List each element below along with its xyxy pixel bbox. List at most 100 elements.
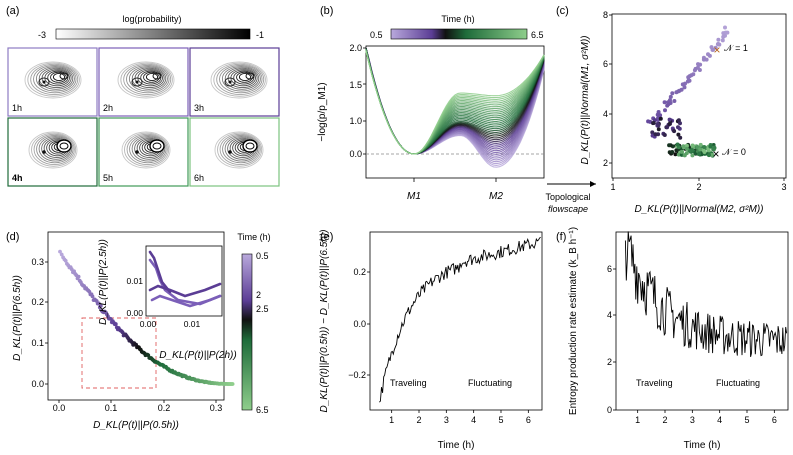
panel-e-xtick: 4 bbox=[471, 415, 476, 425]
panel-f-xlabel: Time (h) bbox=[684, 440, 721, 451]
panel-b-xtick-m2: M2 bbox=[489, 191, 503, 202]
panel-c-point bbox=[663, 108, 667, 113]
panel-c-point bbox=[723, 25, 727, 30]
panel-c-point bbox=[653, 132, 658, 137]
panel-b-xtick-m1: M1 bbox=[407, 191, 421, 202]
panel-f-series-line bbox=[624, 231, 788, 358]
panel-d-xtick-0.0: 0.0 bbox=[53, 403, 66, 413]
panel-c-point bbox=[680, 82, 685, 87]
panel-d-points bbox=[58, 249, 235, 386]
panel-c-point bbox=[684, 143, 689, 148]
panel-c-point bbox=[698, 142, 703, 147]
panel-f-label: (f) bbox=[556, 231, 566, 243]
colorbar-tick-2.5: 2.5 bbox=[256, 304, 269, 314]
panel-d-point bbox=[63, 258, 68, 263]
panel-c-marker-n0: 𝒩 = 0 bbox=[722, 147, 746, 157]
panel-c-point bbox=[707, 53, 712, 58]
panel-d-colorbar bbox=[241, 253, 253, 411]
panel-c-point bbox=[713, 45, 718, 50]
panel-d-zoom-box bbox=[81, 317, 157, 389]
panel-b-colorbar-max: 6.5 bbox=[531, 30, 544, 40]
panel-c-point bbox=[676, 132, 681, 137]
panel-c-point bbox=[676, 89, 681, 94]
panel-c-point bbox=[684, 146, 689, 151]
panel-d-point bbox=[58, 249, 62, 254]
panel-c-label: (c) bbox=[556, 5, 569, 17]
panel-b-ytick-2: 2.0 bbox=[349, 43, 362, 53]
panel-b-ytick-1: 1.0 bbox=[349, 116, 362, 126]
panel-c-point bbox=[679, 149, 684, 154]
panel-c-point bbox=[707, 153, 711, 158]
panel-d-xtick-0.1: 0.1 bbox=[105, 403, 118, 413]
panel-c-point bbox=[690, 153, 695, 158]
panel-c-point bbox=[698, 147, 703, 152]
panel-c-xtick-1: 1 bbox=[610, 182, 615, 192]
panel-c-point bbox=[725, 30, 730, 35]
panel-a-colorbar-title: log(probability) bbox=[122, 14, 181, 24]
panel-c-point bbox=[711, 47, 715, 52]
panel-c-point bbox=[673, 152, 678, 157]
panel-d-xtick-0.2: 0.2 bbox=[158, 403, 171, 413]
panel-f-xtick: 3 bbox=[690, 415, 695, 425]
panel-c-point bbox=[668, 94, 673, 99]
panel-f-ylabel: Entropy production rate estimate (k_B h⁻… bbox=[568, 227, 579, 415]
panel-c-point bbox=[720, 38, 725, 43]
panel-d-inset-xlabel: D_KL(P(t)||P(2h)) bbox=[159, 350, 236, 361]
panel-d-inset-curves bbox=[148, 250, 222, 308]
panel-a-label: (a) bbox=[6, 5, 19, 17]
panel-e-xlabel: Time (h) bbox=[438, 440, 475, 451]
panel-c-point bbox=[701, 57, 706, 62]
panel-f-ytick-2: 2 bbox=[607, 357, 612, 367]
panel-b-colorbar-title: Time (h) bbox=[441, 14, 474, 24]
panel-d-xtick-0.3: 0.3 bbox=[210, 403, 223, 413]
panel-f-xticks: 1 2 3 4 5 6 bbox=[635, 410, 777, 425]
panel-d-point bbox=[90, 294, 95, 299]
panel-c-point bbox=[658, 116, 663, 121]
panel-c-point bbox=[686, 75, 691, 80]
inset-ytick-0.01: 0.01 bbox=[126, 276, 143, 286]
panel-e-axes bbox=[369, 231, 543, 411]
flowscape-label-2: flowscape bbox=[548, 204, 588, 214]
panel-c-ylabel: D_KL(P(t)||Normal(M1, σ²M)) bbox=[580, 35, 591, 164]
panel-b: (b) Time (h) 0.5 6.5 2.0 1.5 1.0 0.0 −lo… bbox=[317, 5, 596, 214]
panel-c-point bbox=[670, 91, 675, 96]
panel-d: (d) 0.3 0.2 0.1 0.0 0.0 0.1 0.2 0.3 D_KL… bbox=[6, 231, 271, 431]
panel-d-axes bbox=[47, 231, 225, 401]
panel-e-xtick: 2 bbox=[416, 415, 421, 425]
panel-c-point bbox=[667, 122, 672, 126]
panel-c-point bbox=[662, 133, 667, 137]
panel-f-xtick: 4 bbox=[717, 415, 722, 425]
panel-e-fluctuating: Fluctuating bbox=[468, 378, 512, 388]
panel-c-point bbox=[670, 150, 675, 154]
panel-c-point bbox=[716, 37, 721, 42]
panel-c-marker-n1: 𝒩 = 1 bbox=[724, 43, 748, 53]
panel-d-inset-curve bbox=[148, 250, 172, 294]
panel-d-colorbar-title: Time (h) bbox=[237, 232, 270, 242]
panel-d-point bbox=[113, 322, 118, 326]
tile-label-5h: 5h bbox=[103, 173, 113, 183]
panel-c-point bbox=[693, 66, 698, 71]
panel-f: (f) Traveling Fluctuating 6 4 2 0 1 2 3 4 5 6… bbox=[556, 227, 789, 451]
panel-c-point bbox=[667, 143, 672, 148]
panel-c-point bbox=[656, 123, 661, 128]
panel-e-series-line bbox=[379, 236, 541, 403]
panel-d-inset-curve bbox=[150, 294, 222, 308]
panel-e-ytick-0.0: 0.0 bbox=[353, 319, 366, 329]
panel-d-point bbox=[76, 274, 81, 279]
panel-d-point bbox=[230, 382, 235, 386]
panel-f-traveling: Traveling bbox=[636, 378, 673, 388]
tile-label-2h: 2h bbox=[103, 103, 113, 113]
panel-c-xlabel: D_KL(P(t)||Normal(M2, σ²M)) bbox=[634, 204, 763, 215]
inset-xtick-0.01: 0.01 bbox=[184, 319, 201, 329]
panel-e-xticks: 1 2 3 4 5 6 bbox=[389, 410, 531, 425]
panel-b-axes bbox=[365, 45, 545, 179]
panel-c-xtick-3: 3 bbox=[781, 182, 786, 192]
panel-c-point bbox=[646, 119, 651, 124]
inset-xtick-0.00: 0.00 bbox=[140, 319, 157, 329]
panel-b-curves bbox=[365, 47, 545, 168]
panel-c-point bbox=[672, 99, 677, 103]
panel-e-xtick: 3 bbox=[444, 415, 449, 425]
panel-d-inset-ylabel: D_KL(P(t)||P(2.5h)) bbox=[98, 239, 109, 325]
panel-c-point bbox=[711, 147, 716, 152]
panel-c-points bbox=[646, 25, 730, 158]
